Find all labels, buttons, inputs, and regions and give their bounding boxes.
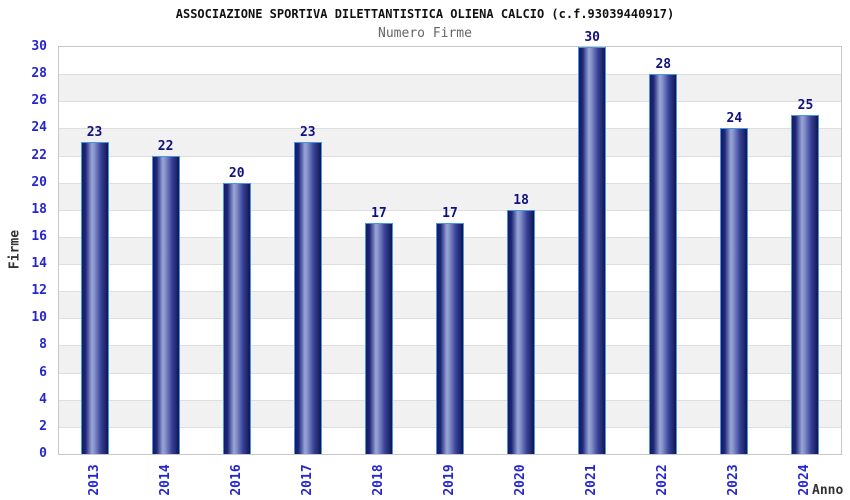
bar-2022 (649, 74, 678, 454)
y-tick-label: 8 (39, 337, 47, 353)
bar-value-label: 18 (513, 192, 529, 208)
y-tick-label: 20 (31, 174, 47, 190)
plot-band (59, 47, 841, 74)
y-tick-label: 12 (31, 283, 47, 299)
chart-title: ASSOCIAZIONE SPORTIVA DILETTANTISTICA OL… (175, 7, 675, 21)
y-tick-label: 18 (31, 201, 47, 217)
bar-value-label: 23 (299, 124, 316, 140)
bar-value-label: 25 (797, 97, 814, 113)
bar-value-label: 28 (655, 57, 672, 73)
x-tick-label: 2016 (228, 464, 244, 496)
gridline (59, 74, 841, 76)
bar-value-label: 17 (442, 206, 458, 222)
bar-value-label: 22 (157, 138, 174, 154)
y-tick-label: 16 (31, 228, 47, 244)
x-tick-label: 2013 (86, 464, 102, 496)
x-axis-title: Anno (812, 483, 844, 498)
y-tick-label: 14 (31, 256, 47, 272)
bar-value-label: 23 (86, 124, 103, 140)
bar-2018 (364, 223, 393, 454)
bar-2013 (80, 141, 109, 454)
y-tick-label: 2 (39, 418, 47, 434)
x-tick-label: 2018 (370, 464, 386, 496)
gridline (59, 155, 841, 157)
chart-subtitle: Numero Firme (378, 26, 472, 41)
bar-2016 (222, 182, 251, 454)
x-tick-label: 2022 (655, 464, 671, 496)
bar-value-label: 20 (228, 165, 245, 181)
plot-area (58, 46, 842, 455)
y-tick-label: 22 (31, 147, 47, 163)
y-tick-label: 6 (39, 364, 47, 380)
y-tick-label: 24 (31, 120, 47, 136)
plot-band (59, 128, 841, 156)
x-tick-label: 2020 (513, 464, 529, 496)
x-tick-label: 2021 (584, 464, 600, 496)
y-tick-label: 4 (39, 391, 47, 407)
plot-band (59, 74, 841, 102)
y-tick-label: 30 (31, 39, 47, 54)
x-tick-label: 2019 (442, 464, 457, 496)
y-tick-label: 26 (31, 93, 47, 109)
gridline (59, 182, 841, 184)
y-tick-label: 10 (31, 310, 47, 326)
x-tick-label: 2017 (299, 464, 315, 496)
y-tick-label: 0 (39, 446, 47, 461)
bar-2020 (507, 209, 536, 454)
bar-value-label: 30 (584, 30, 600, 45)
y-tick-label: 28 (31, 66, 47, 82)
x-tick-label: 2024 (797, 464, 813, 496)
bar-value-label: 24 (726, 111, 743, 127)
gridline (59, 101, 841, 103)
bar-2014 (151, 155, 180, 454)
bar-2019 (436, 223, 464, 454)
bar-2024 (791, 114, 820, 454)
bar-value-label: 17 (371, 206, 387, 222)
gridline (59, 128, 841, 130)
bar-2017 (293, 141, 322, 454)
gridline (59, 209, 841, 211)
bar-2023 (720, 128, 749, 454)
x-tick-label: 2023 (726, 464, 742, 496)
plot-band (59, 182, 841, 210)
bar-2021 (578, 47, 607, 454)
x-tick-label: 2014 (157, 464, 173, 496)
